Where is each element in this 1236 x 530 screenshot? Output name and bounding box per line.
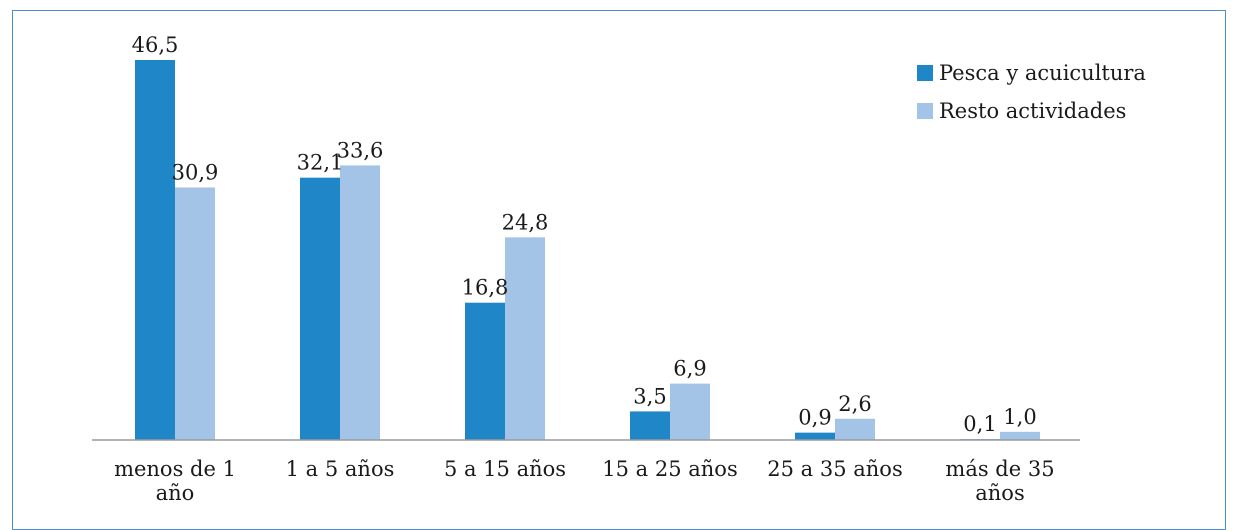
value-label-pesca-0: 46,5	[132, 33, 179, 57]
category-label-0-line2: año	[156, 481, 195, 505]
bar-resto-0	[175, 187, 215, 440]
category-label-5-line2: años	[975, 481, 1024, 505]
value-labels-layer: 46,5 30,9 32,133,6 16,8 24,8 3,5 6,9 0,9 2,6 0,1 1…	[132, 33, 1037, 436]
category-label-3: 15 a 25 años	[602, 457, 737, 481]
bar-pesca-2	[465, 302, 505, 440]
bar-chart: 46,5 30,9 32,133,6 16,8 24,8 3,5 6,9 0,9 2,6 0,1 1…	[92, 33, 1146, 505]
value-label-resto-0: 30,9	[172, 160, 219, 184]
bars-layer	[135, 60, 1040, 440]
category-label-0: menos de 1	[114, 457, 236, 481]
bar-resto-1	[340, 165, 380, 440]
bar-resto-3	[670, 383, 710, 440]
bar-pesca-0	[135, 60, 175, 440]
value-label-pesca-1: 32,1	[297, 151, 344, 175]
value-label-resto-3: 6,9	[673, 357, 706, 381]
value-label-pesca-5: 0,1	[963, 412, 996, 436]
legend: Pesca y acuicultura Resto actividades	[917, 61, 1146, 123]
bar-pesca-4	[795, 432, 835, 440]
value-label-pesca-4: 0,9	[798, 406, 831, 430]
bar-pesca-3	[630, 411, 670, 440]
category-label-4: 25 a 35 años	[767, 457, 902, 481]
value-label-pesca-3: 3,5	[633, 384, 666, 408]
bar-pesca-1	[300, 177, 340, 440]
legend-label-pesca: Pesca y acuicultura	[939, 61, 1146, 85]
category-label-2: 5 a 15 años	[444, 457, 566, 481]
bar-resto-2	[505, 237, 545, 440]
category-label-5: más de 35	[945, 457, 1054, 481]
bar-resto-4	[835, 418, 875, 440]
legend-label-resto: Resto actividades	[939, 99, 1126, 123]
bar-resto-5	[1000, 431, 1040, 440]
value-label-resto-1: 33,6	[337, 138, 384, 162]
category-label-1: 1 a 5 años	[286, 457, 395, 481]
value-label-resto-4: 2,6	[838, 392, 871, 416]
legend-swatch-resto	[917, 103, 933, 119]
legend-swatch-pesca	[917, 65, 933, 81]
value-label-pesca-2: 16,8	[462, 276, 509, 300]
value-label-resto-5: 1,0	[1003, 405, 1036, 429]
value-label-resto-2: 24,8	[502, 210, 549, 234]
